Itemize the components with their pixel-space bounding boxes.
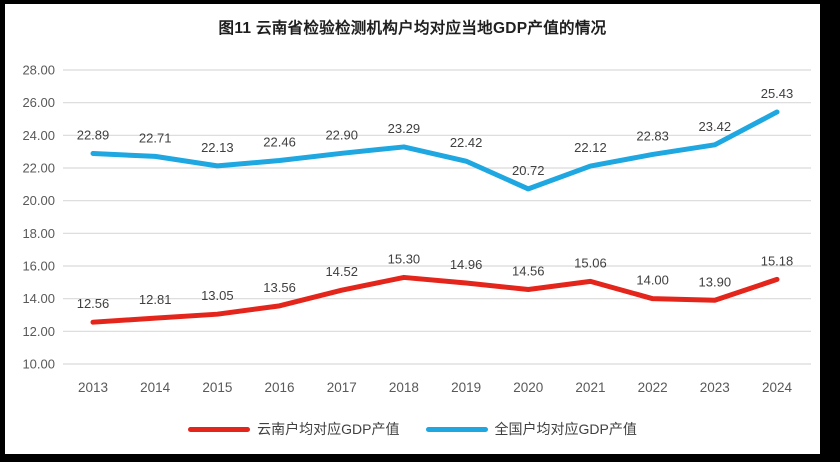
svg-text:2019: 2019 [451, 380, 481, 395]
svg-text:12.81: 12.81 [139, 292, 172, 307]
svg-text:14.52: 14.52 [325, 264, 358, 279]
svg-text:20.72: 20.72 [512, 163, 545, 178]
svg-text:14.56: 14.56 [512, 264, 545, 279]
svg-text:23.29: 23.29 [388, 121, 421, 136]
svg-text:15.18: 15.18 [761, 253, 794, 268]
svg-text:25.43: 25.43 [761, 86, 794, 101]
svg-text:2020: 2020 [513, 380, 543, 395]
svg-text:28.00: 28.00 [22, 63, 55, 78]
svg-text:2016: 2016 [265, 380, 295, 395]
chart-title: 图11 云南省检验检测机构户均对应当地GDP产值的情况 [218, 20, 607, 37]
national-line-swatch [425, 426, 488, 432]
svg-text:26.00: 26.00 [22, 95, 55, 110]
svg-text:18.00: 18.00 [22, 226, 55, 241]
svg-text:22.00: 22.00 [22, 161, 55, 176]
svg-text:2022: 2022 [638, 380, 668, 395]
svg-text:22.83: 22.83 [636, 128, 669, 143]
svg-text:14.96: 14.96 [450, 257, 483, 272]
svg-text:15.06: 15.06 [574, 255, 607, 270]
svg-text:2013: 2013 [78, 380, 108, 395]
legend-label-national: 全国户均对应GDP产值 [494, 421, 637, 437]
svg-text:23.42: 23.42 [699, 119, 732, 134]
svg-text:20.00: 20.00 [22, 193, 55, 208]
svg-text:22.90: 22.90 [325, 127, 358, 142]
legend-item-national: 全国户均对应GDP产值 [425, 419, 637, 439]
svg-text:12.00: 12.00 [22, 324, 55, 339]
svg-text:2018: 2018 [389, 380, 419, 395]
legend-item-yunnan: 云南户均对应GDP产值 [188, 419, 400, 439]
svg-text:15.30: 15.30 [388, 251, 421, 266]
svg-text:22.46: 22.46 [263, 134, 296, 149]
svg-text:2017: 2017 [327, 380, 357, 395]
yunnan-line-swatch [188, 426, 251, 432]
svg-text:2024: 2024 [762, 380, 793, 395]
svg-text:22.89: 22.89 [77, 127, 110, 142]
svg-text:22.13: 22.13 [201, 140, 234, 155]
svg-text:2023: 2023 [700, 380, 730, 395]
svg-text:2021: 2021 [575, 380, 605, 395]
svg-text:2015: 2015 [202, 380, 232, 395]
svg-text:14.00: 14.00 [22, 291, 55, 306]
svg-text:16.00: 16.00 [22, 259, 55, 274]
svg-text:22.42: 22.42 [450, 135, 483, 150]
svg-text:13.90: 13.90 [699, 274, 732, 289]
svg-text:24.00: 24.00 [22, 128, 55, 143]
legend: 云南户均对应GDP产值 全国户均对应GDP产值 [5, 404, 820, 454]
svg-text:13.56: 13.56 [263, 280, 296, 295]
legend-label-yunnan: 云南户均对应GDP产值 [257, 421, 400, 437]
svg-text:22.71: 22.71 [139, 130, 172, 145]
line-chart: 28.00 26.00 24.00 22.00 20.00 18.00 16.00 14.00… [22, 63, 811, 395]
svg-text:2014: 2014 [140, 380, 171, 395]
svg-text:13.05: 13.05 [201, 288, 234, 303]
svg-text:12.56: 12.56 [77, 296, 110, 311]
svg-text:14.00: 14.00 [636, 273, 669, 288]
svg-text:10.00: 10.00 [22, 357, 55, 372]
chart-frame: 图11 云南省检验检测机构户均对应当地GDP产值的情况 28.00 26.00 24… [5, 4, 820, 454]
svg-text:22.12: 22.12 [574, 140, 607, 155]
